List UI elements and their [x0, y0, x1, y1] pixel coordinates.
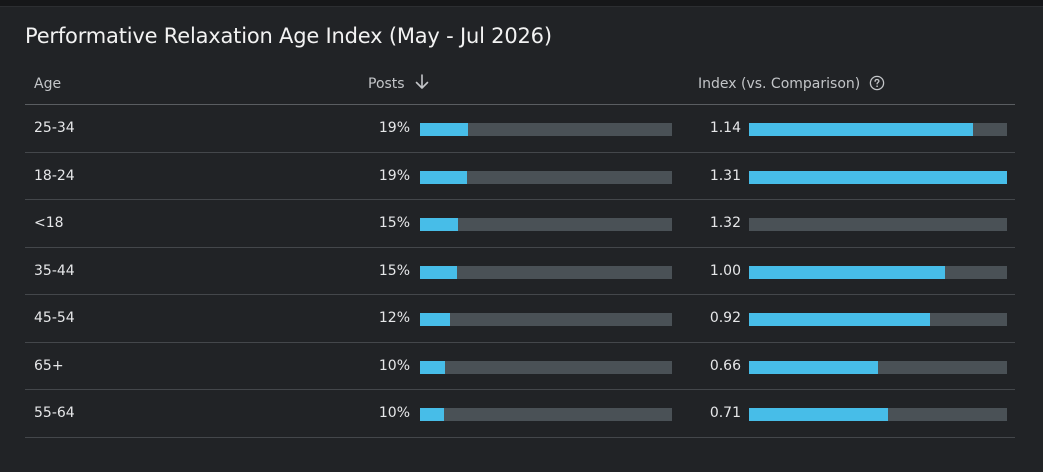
index-value: 1.31	[709, 167, 741, 184]
index-value: 1.00	[709, 262, 741, 279]
posts-bar	[420, 218, 458, 231]
table-row[interactable]: 35-44 15% 1.00	[25, 248, 1015, 295]
age-label: 25-34	[34, 120, 75, 136]
index-bar	[749, 360, 878, 374]
index-value: 0.92	[709, 310, 741, 326]
index-bar	[749, 170, 1007, 184]
posts-value: 19%	[378, 120, 410, 136]
column-header-posts-label: Posts	[368, 76, 405, 92]
posts-value: 19%	[378, 167, 410, 184]
posts-bar-track	[420, 360, 672, 374]
index-bar	[749, 408, 888, 421]
column-header-age-label: Age	[34, 76, 62, 92]
index-value: 0.66	[709, 357, 741, 374]
posts-bar	[420, 408, 444, 421]
column-header-posts[interactable]: Posts	[368, 67, 429, 105]
index-bar	[749, 265, 945, 279]
index-value: 0.71	[709, 405, 741, 421]
index-bar-track	[749, 265, 1007, 279]
index-value: 1.32	[709, 215, 741, 231]
index-bar-track	[749, 313, 1007, 326]
age-label: 45-54	[34, 310, 75, 326]
column-header-index[interactable]: Index (vs. Comparison)	[698, 67, 885, 105]
posts-value: 15%	[378, 215, 410, 231]
table-row[interactable]: 25-34 19% 1.14	[25, 105, 1015, 153]
posts-value: 10%	[378, 357, 410, 374]
age-label: 35-44	[34, 262, 75, 279]
index-bar-track	[749, 218, 1007, 231]
age-label: <18	[34, 215, 64, 231]
posts-value: 10%	[378, 405, 410, 421]
posts-bar-track	[420, 408, 672, 421]
age-label: 55-64	[34, 405, 75, 421]
column-header-index-label: Index (vs. Comparison)	[698, 76, 861, 92]
posts-value: 15%	[378, 262, 410, 279]
age-index-card: Performative Relaxation Age Index (May -…	[0, 6, 1043, 472]
column-header-age[interactable]: Age	[34, 67, 61, 105]
index-bar-track	[749, 123, 1007, 136]
index-bar-track	[749, 408, 1007, 421]
table-body: 25-34 19% 1.14 18-24 19% 1.31 <18 15% 1.32 35-44 1…	[25, 105, 1015, 438]
posts-bar	[420, 170, 467, 184]
table-row[interactable]: 65+ 10% 0.66	[25, 343, 1015, 390]
age-label: 65+	[34, 357, 64, 374]
index-bar-track	[749, 360, 1007, 374]
posts-bar	[420, 360, 445, 374]
posts-bar-track	[420, 265, 672, 279]
table-row[interactable]: 45-54 12% 0.92	[25, 295, 1015, 343]
index-bar	[749, 313, 930, 326]
table-row[interactable]: <18 15% 1.32	[25, 200, 1015, 248]
chart-title: Performative Relaxation Age Index (May -…	[25, 24, 552, 48]
index-value: 1.14	[709, 120, 741, 136]
posts-bar-track	[420, 313, 672, 326]
posts-bar-track	[420, 170, 672, 184]
age-label: 18-24	[34, 167, 75, 184]
arrow-down-icon[interactable]	[415, 69, 429, 103]
question-circle-icon[interactable]	[869, 70, 885, 104]
table-row[interactable]: 55-64 10% 0.71	[25, 390, 1015, 438]
index-bar-track	[749, 170, 1007, 184]
index-bar	[749, 123, 973, 136]
posts-bar-track	[420, 123, 672, 136]
table-row[interactable]: 18-24 19% 1.31	[25, 153, 1015, 200]
posts-bar-track	[420, 218, 672, 231]
table-header: Age Posts Index (vs. Comparison)	[25, 67, 1015, 105]
posts-bar	[420, 265, 457, 279]
posts-value: 12%	[378, 310, 410, 326]
posts-bar	[420, 313, 450, 326]
posts-bar	[420, 123, 468, 136]
